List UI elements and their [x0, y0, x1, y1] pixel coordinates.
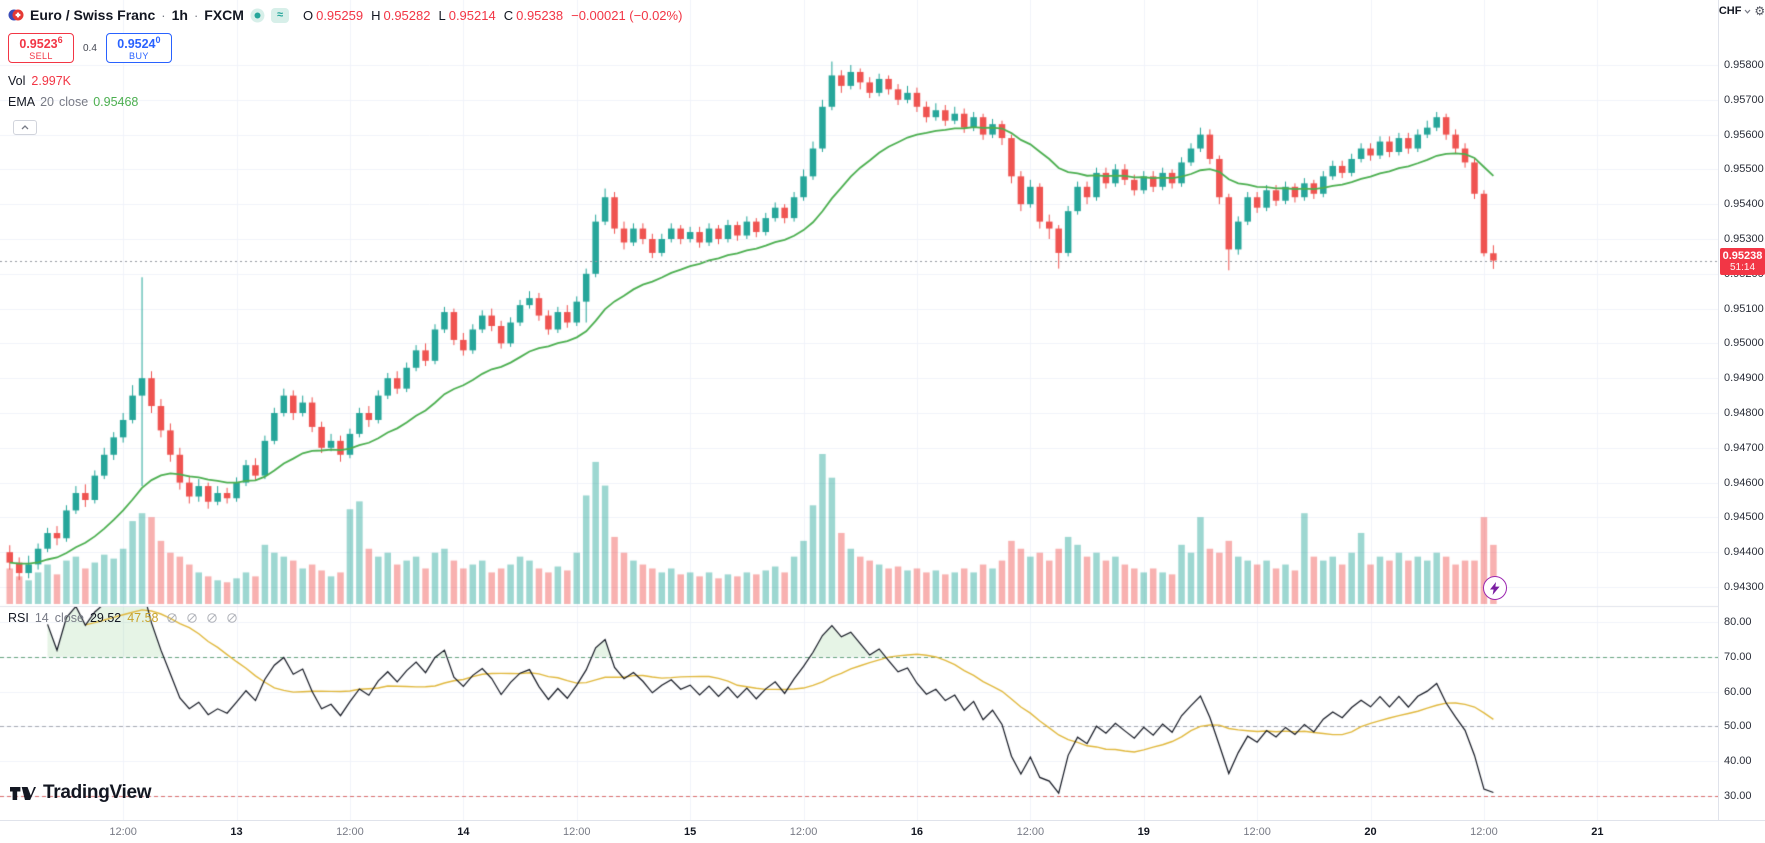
rsi-hide-icon[interactable]: [165, 611, 179, 625]
ohlc-low-label: L: [438, 7, 446, 23]
buy-label: BUY: [129, 51, 149, 62]
price-axis-label: 0.95000: [1724, 337, 1764, 350]
ema-source: close: [59, 95, 89, 109]
axis-settings-icon[interactable]: ⚙: [1754, 4, 1765, 18]
volume-value: 2.997K: [31, 74, 72, 88]
ema-label: EMA: [8, 95, 36, 109]
price-axis-label: 0.95500: [1724, 163, 1764, 176]
rsi-legend[interactable]: RSI 14 close 29.52 47.58: [8, 611, 239, 625]
buy-button[interactable]: 0.95240 BUY: [105, 33, 172, 63]
time-axis-label: 15: [684, 826, 697, 838]
time-axis-label: 12:00: [789, 826, 818, 838]
ohlc-open-label: O: [302, 7, 314, 23]
price-axis-label: 0.95300: [1724, 233, 1764, 245]
price-axis-label: 0.94700: [1724, 441, 1764, 454]
ema-legend[interactable]: EMA 20 close 0.95468: [8, 95, 138, 109]
time-axis-label: 21: [1591, 826, 1604, 838]
ohlc-readout: O 0.95259 H 0.95282 L 0.95214 C 0.95238 −0.0…: [303, 8, 687, 23]
chevron-down-icon: [1744, 9, 1751, 14]
rsi-delete-icon[interactable]: [205, 611, 219, 625]
title-separator: ·: [193, 7, 199, 23]
price-axis-label: 0.95600: [1724, 128, 1764, 141]
tradingview-logo[interactable]: TradingView: [10, 782, 152, 804]
price-axis-label: 0.94600: [1724, 476, 1764, 489]
ohlc-low-value: 0.95214: [448, 7, 496, 23]
ohlc-close-label: C: [503, 7, 514, 23]
trade-panel: 0.95236 SELL 0.4 0.95240 BUY: [8, 33, 172, 63]
sell-label: SELL: [29, 51, 53, 62]
volume-label: Vol: [8, 74, 26, 88]
currency-label[interactable]: CHF: [1718, 5, 1742, 17]
price-axis-label: 0.94500: [1724, 511, 1764, 524]
time-axis[interactable]: 12:00 13 12:00 14 12:00 15 12:00 16 12:00 19 12:00…: [0, 820, 1765, 843]
tv-mark-icon: [10, 785, 36, 802]
rsi-ma-value: 47.58: [127, 611, 159, 625]
time-axis-label: 12:00: [1470, 826, 1498, 838]
symbol-logo-icon: [8, 7, 24, 23]
ema-period: 20: [40, 95, 54, 109]
exchange-label: FXCM: [204, 7, 244, 23]
spread-value: 0.4: [83, 42, 97, 54]
ohlc-high-value: 0.95282: [383, 7, 431, 23]
volume-legend[interactable]: Vol 2.997K: [8, 74, 71, 88]
rsi-value: 29.52: [89, 611, 122, 625]
rsi-axis-label: 80.00: [1724, 616, 1752, 628]
price-axis-label: 0.94800: [1724, 407, 1764, 419]
timeframe-label[interactable]: 1h: [171, 7, 188, 23]
time-axis-label: 16: [910, 826, 924, 838]
time-axis-label: 12:00: [1016, 826, 1045, 838]
price-axis-header: CHF ⚙: [1719, 5, 1765, 17]
legend-collapse-button[interactable]: [13, 120, 37, 135]
sell-price: 0.95236: [19, 34, 63, 52]
chevron-up-icon: [21, 125, 29, 130]
tv-brand-text: TradingView: [43, 782, 152, 803]
price-axis-label: 0.94900: [1724, 372, 1764, 385]
symbol-legend: Euro / Swiss Franc · 1h · FXCM ≈ O 0.9525…: [8, 7, 687, 23]
rsi-more-icon[interactable]: [225, 611, 239, 625]
time-axis-label: 12:00: [336, 826, 364, 838]
lightning-icon: [1490, 581, 1500, 595]
price-axis-label: 0.95400: [1724, 198, 1764, 211]
symbol-title[interactable]: Euro / Swiss Franc: [30, 7, 156, 23]
price-axis[interactable]: CHF ⚙ 0.95238 51:14 0.95800 0.95700 0.9560…: [1718, 0, 1765, 820]
rsi-period: 14: [34, 611, 49, 625]
title-separator: ·: [161, 7, 166, 23]
ohlc-close-value: 0.95238: [516, 7, 564, 23]
time-axis-label: 12:00: [109, 826, 137, 838]
time-axis-label: 12:00: [562, 826, 591, 838]
price-axis-label: 0.94400: [1724, 546, 1764, 559]
ohlc-high-label: H: [371, 7, 381, 23]
time-axis-label: 14: [457, 826, 470, 838]
price-axis-label: 0.95100: [1724, 302, 1764, 315]
change-value: −0.00021 (−0.02%): [571, 7, 683, 23]
rsi-axis-label: 40.00: [1724, 755, 1752, 768]
approx-data-icon[interactable]: ≈: [270, 7, 289, 23]
rsi-label: RSI: [8, 611, 29, 625]
time-axis-label: 13: [230, 826, 243, 838]
rsi-axis-label: 60.00: [1724, 685, 1752, 698]
lightning-button[interactable]: [1483, 576, 1507, 600]
ema-value: 0.95468: [93, 95, 139, 109]
price-axis-label: 0.95800: [1724, 59, 1764, 71]
time-axis-label: 20: [1364, 826, 1377, 838]
rsi-settings-icon[interactable]: [185, 611, 199, 625]
rsi-source: close: [54, 611, 84, 625]
current-price-badge: 0.95238 51:14: [1720, 247, 1765, 275]
price-axis-label: 0.94300: [1724, 581, 1764, 593]
market-status-icon[interactable]: [250, 8, 265, 23]
sell-button[interactable]: 0.95236 SELL: [8, 33, 74, 63]
buy-price: 0.95240: [117, 34, 161, 52]
time-axis-label: 19: [1137, 826, 1150, 838]
rsi-axis-label: 70.00: [1724, 650, 1752, 663]
ohlc-open-value: 0.95259: [316, 7, 364, 23]
rsi-axis-label: 30.00: [1724, 790, 1752, 802]
rsi-axis-label: 50.00: [1724, 720, 1752, 733]
candle-countdown: 51:14: [1729, 261, 1756, 273]
time-axis-label: 12:00: [1243, 826, 1271, 838]
price-axis-label: 0.95700: [1724, 93, 1764, 106]
current-price-value: 0.95238: [1722, 249, 1763, 262]
